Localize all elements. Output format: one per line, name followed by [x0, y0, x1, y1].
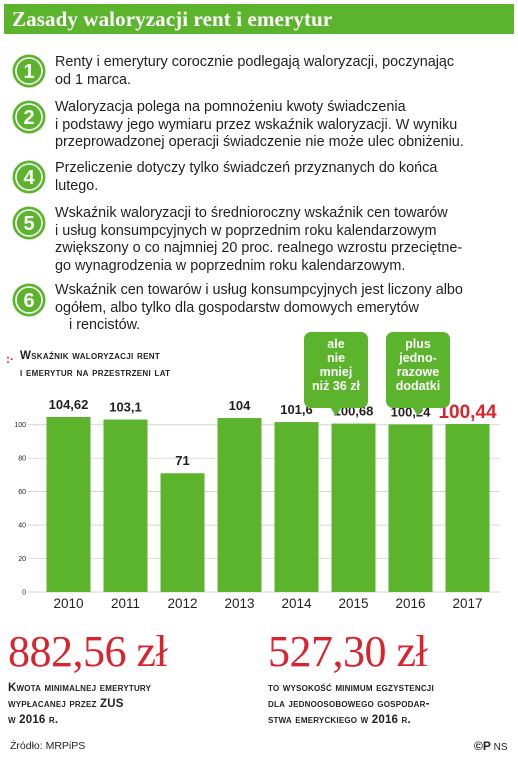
bar	[274, 422, 319, 592]
rule-line: i rencistów.	[69, 317, 141, 333]
bar	[388, 424, 433, 592]
x-tick-label: 2017	[452, 596, 482, 611]
callout-extra-allowance: plus jedno- razowe dodatki	[386, 332, 450, 416]
description-line: wypłacanej przez ZUS	[8, 698, 124, 710]
subsistence-minimum-description: to wysokość minimum egzystencji dla jedn…	[268, 680, 434, 728]
x-tick-label: 2016	[395, 596, 425, 611]
y-tick-label: 0	[22, 590, 26, 597]
x-tick-label: 2013	[224, 596, 254, 611]
x-tick-label: 2012	[167, 596, 197, 611]
rule-line: Wskaźnik cen towarów i usług konsumpcyjn…	[55, 282, 463, 298]
y-tick-label: 100	[14, 422, 26, 429]
credit-text: NS	[493, 742, 508, 753]
rule-text: Przeliczenie dotyczy tylko świadczeń prz…	[55, 160, 510, 195]
copyright-mark: ©P	[474, 739, 491, 753]
rule-line: Waloryzacja polega na pomnożeniu kwoty ś…	[55, 99, 406, 115]
rule-line: i usług konsumpcyjnych w poprzednim roku…	[55, 222, 437, 239]
rule-line: zwiększony o co najmniej 20 proc. realne…	[55, 240, 463, 256]
callout-line: jedno-	[399, 351, 437, 365]
callout-line: ale	[327, 337, 345, 351]
number-badge-icon: 5	[12, 206, 46, 240]
rule-number: 4	[23, 167, 35, 189]
rule-item: 4 Przeliczenie dotyczy tylko świadczeń p…	[0, 160, 518, 198]
rule-item: 1 Renty i emerytury corocznie podlegają …	[0, 54, 518, 94]
callout-pointer	[412, 407, 424, 416]
callout-minimum-amount: ale nie mniej niż 36 zł	[304, 332, 368, 416]
min-pension-amount: 882,56 zł	[8, 627, 168, 676]
description-line: dla jednoosobowego gospodar-	[268, 698, 430, 710]
chart-marker-icon: :·	[6, 352, 14, 366]
bar-value-label: 103,1	[109, 400, 142, 415]
rule-text: Waloryzacja polega na pomnożeniu kwoty ś…	[55, 99, 510, 152]
rule-line: Renty i emerytury corocznie podlegają wa…	[55, 54, 455, 70]
callout-line: niż 36 zł	[312, 379, 360, 393]
rule-number: 1	[23, 61, 34, 83]
credit: ©P NS	[474, 739, 508, 753]
chart-title: Wskaźnik waloryzacji rent i emerytur na …	[20, 348, 270, 382]
bar	[46, 417, 91, 592]
callout-pointer	[330, 407, 342, 416]
y-tick-label: 20	[18, 556, 26, 563]
number-badge-icon: 1	[12, 54, 46, 88]
rule-number: 6	[23, 290, 34, 312]
y-tick-label: 40	[18, 523, 26, 530]
rule-line: lutego.	[55, 177, 99, 194]
number-badge-icon: 4	[12, 160, 46, 194]
number-badge-icon: 6	[12, 283, 46, 317]
rule-line: i podstawy jego wymiaru przez wskaźnik w…	[55, 116, 458, 133]
number-badge-icon: 2	[12, 100, 46, 134]
chart-title-line: Wskaźnik waloryzacji rent	[20, 350, 161, 362]
rule-text: Wskaźnik waloryzacji to średnioroczny ws…	[55, 205, 510, 275]
chart-title-line: i emerytur na przestrzeni lat	[20, 367, 171, 379]
rule-item: 5 Wskaźnik waloryzacji to średnioroczny …	[0, 205, 518, 277]
description-line: Kwota minimalnej emerytury	[8, 682, 152, 694]
callout-line: razowe	[396, 365, 440, 379]
rule-line: ogółem, albo tylko dla gospodarstw domow…	[55, 299, 419, 316]
x-tick-label: 2014	[281, 596, 312, 611]
bar-value-label: 71	[175, 453, 189, 468]
bar	[331, 423, 376, 592]
bar-value-label: 104,62	[49, 397, 89, 412]
bar-value-label: 101,6	[280, 402, 313, 417]
min-pension-description: Kwota minimalnej emerytury wypłacanej pr…	[8, 680, 151, 728]
rule-item: 6 Wskaźnik cen towarów i usług konsumpcy…	[0, 282, 518, 338]
x-tick-label: 2015	[338, 596, 368, 611]
rule-text: Wskaźnik cen towarów i usług konsumpcyjn…	[55, 282, 510, 335]
bar	[445, 423, 490, 592]
rule-number: 5	[23, 213, 34, 235]
y-tick-label: 60	[18, 489, 26, 496]
x-tick-label: 2010	[53, 596, 83, 611]
description-line: w 2016 r.	[8, 714, 59, 726]
bar	[103, 419, 148, 592]
rule-line: Wskaźnik waloryzacji to średnioroczny ws…	[55, 205, 448, 221]
rule-line: go wynagrodzenia w poprzednim roku kalen…	[55, 257, 406, 274]
rule-number: 2	[23, 107, 34, 129]
x-tick-label: 2011	[111, 596, 140, 611]
bar-value-label: 104	[229, 398, 251, 413]
bar	[217, 418, 262, 592]
callout-line: dodatki	[395, 379, 441, 393]
y-tick-label: 80	[18, 456, 26, 463]
source-note: Źródło: MRPiPS	[10, 740, 86, 752]
rule-item: 2 Waloryzacja polega na pomnożeniu kwoty…	[0, 99, 518, 155]
rule-text: Renty i emerytury corocznie podlegają wa…	[55, 54, 510, 89]
rule-line: przeprowadzonej operacji świadczenie nie…	[55, 134, 464, 150]
page-title: Zasady waloryzacji rent i emerytur	[12, 7, 333, 31]
callout-line: plus	[405, 337, 431, 351]
description-line: to wysokość minimum egzystencji	[268, 682, 434, 694]
description-line: stwa emeryckiego w 2016 r.	[268, 714, 411, 726]
callout-line: nie	[326, 351, 346, 365]
rule-line: Przeliczenie dotyczy tylko świadczeń prz…	[55, 160, 438, 176]
title-bar: Zasady waloryzacji rent i emerytur	[4, 4, 514, 34]
callout-line: mniej	[319, 365, 353, 379]
rule-line: od 1 marca.	[55, 71, 131, 88]
subsistence-minimum-amount: 527,30 zł	[268, 627, 428, 676]
bar-value-label: 100,44	[438, 402, 497, 423]
bar	[160, 473, 205, 592]
